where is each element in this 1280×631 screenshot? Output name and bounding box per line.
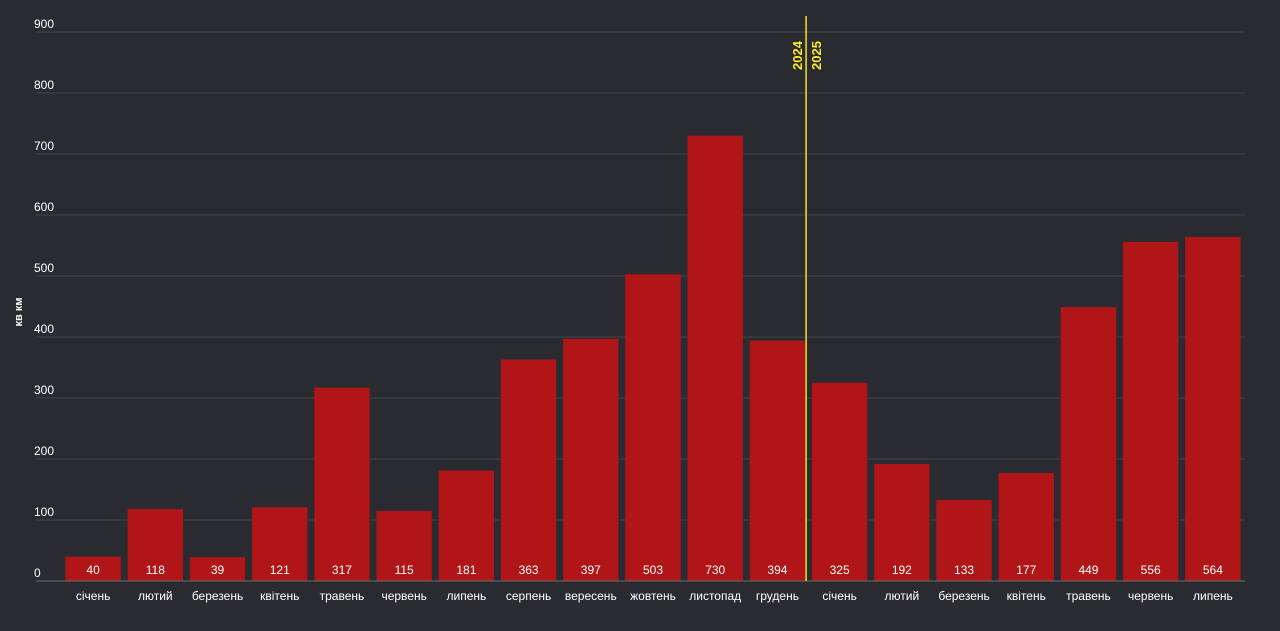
x-category-label: липень (1193, 589, 1233, 603)
x-category-label: вересень (565, 589, 617, 603)
y-tick-label: 100 (34, 505, 54, 519)
bar-value-label: 181 (456, 563, 476, 577)
x-category-label: лютий (885, 589, 920, 603)
x-category-label: червень (1128, 589, 1173, 603)
bar-value-label: 449 (1078, 563, 1098, 577)
bar-value-label: 564 (1203, 563, 1223, 577)
y-tick-label: 300 (34, 383, 54, 397)
y-axis-label: кв км (13, 298, 25, 327)
bar (376, 510, 432, 581)
bar (438, 470, 495, 581)
x-axis-category-labels: січень лютий березень квітень травень червень… (76, 589, 1233, 603)
x-category-label: квітень (260, 589, 299, 603)
bar (625, 274, 681, 581)
x-category-label: травень (320, 589, 365, 603)
x-category-label: березень (938, 589, 989, 603)
year-label-2024: 2024 (790, 40, 805, 70)
x-category-label: січень (822, 589, 856, 603)
bar-value-label: 325 (830, 563, 850, 577)
y-tick-label: 500 (34, 261, 54, 275)
x-category-label: грудень (756, 589, 799, 603)
x-category-label: липень (446, 589, 486, 603)
x-category-label: жовтень (630, 589, 676, 603)
bar (563, 338, 619, 581)
bar-value-label: 363 (519, 563, 539, 577)
bar (189, 557, 246, 581)
y-tick-label: 900 (34, 17, 54, 31)
bar (874, 463, 930, 581)
bar-value-label: 394 (767, 563, 787, 577)
x-category-label: червень (381, 589, 426, 603)
bar (500, 359, 557, 581)
y-tick-label: 400 (34, 322, 54, 336)
y-tick-label: 800 (34, 78, 54, 92)
bar (811, 382, 868, 581)
year-divider: 2024 2025 (790, 16, 824, 581)
bar (936, 499, 992, 581)
bar-value-label: 177 (1016, 563, 1036, 577)
year-label-2025: 2025 (809, 41, 824, 70)
x-category-label: березень (192, 589, 243, 603)
bar-value-label: 556 (1141, 563, 1161, 577)
x-category-label: листопад (689, 589, 741, 603)
bar (749, 340, 806, 581)
bar-value-label: 397 (581, 563, 601, 577)
bar-value-label: 40 (86, 563, 100, 577)
y-tick-label: 600 (34, 200, 54, 214)
bar-value-label: 115 (395, 563, 414, 577)
bar-value-label: 317 (332, 563, 352, 577)
y-axis-ticks: 0 100 200 300 400 500 600 700 800 900 (34, 17, 54, 580)
bar (314, 387, 370, 581)
bar (1060, 307, 1117, 581)
bar (65, 556, 121, 581)
x-category-label: лютий (138, 589, 173, 603)
bar-value-label: 118 (146, 563, 165, 577)
bar (687, 135, 743, 581)
bar (998, 473, 1054, 581)
y-tick-label: 200 (34, 444, 54, 458)
bar-value-label: 39 (211, 563, 225, 577)
x-category-label: січень (76, 589, 110, 603)
bar-value-label: 121 (270, 563, 290, 577)
bar-value-label: 192 (892, 563, 912, 577)
x-category-label: травень (1066, 589, 1111, 603)
bar-value-label: 133 (954, 563, 974, 577)
bar (252, 507, 308, 581)
x-category-label: серпень (506, 589, 551, 603)
bar (1185, 236, 1241, 581)
bars: 40 118 39 121 317 115 181 363 397 503 730 394 325 192… (65, 135, 1241, 581)
bar-value-label: 503 (643, 563, 663, 577)
bar-value-label: 730 (705, 563, 725, 577)
bar (1123, 241, 1179, 581)
y-tick-label: 0 (34, 566, 41, 580)
bar (127, 509, 183, 581)
x-category-label: квітень (1007, 589, 1046, 603)
y-tick-label: 700 (34, 139, 54, 153)
